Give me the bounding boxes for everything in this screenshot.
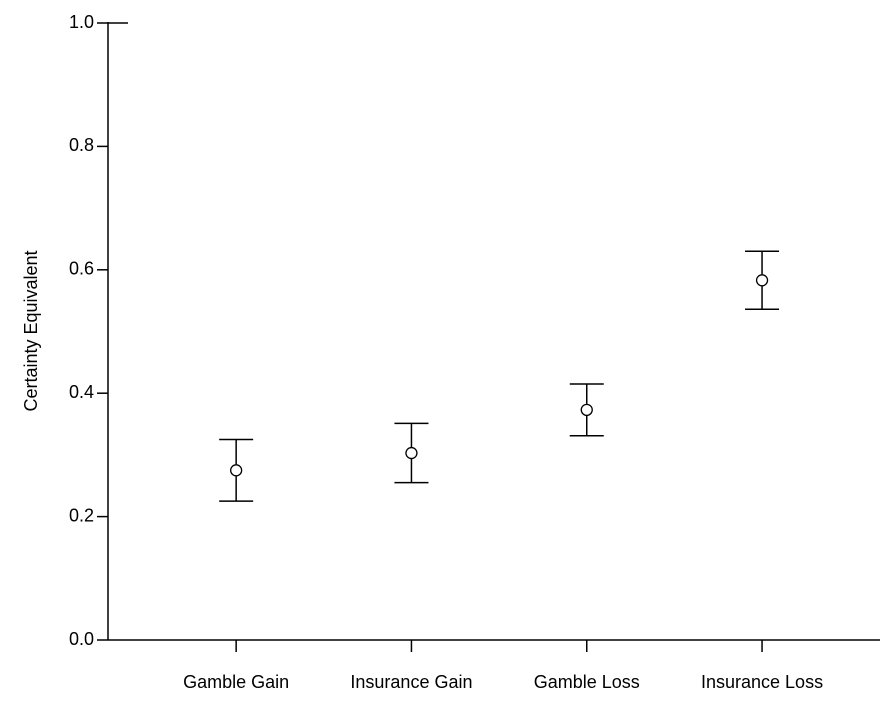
y-tick-label: 0.4 [69,382,94,402]
y-tick-label: 0.0 [69,629,94,649]
mean-marker [755,274,769,287]
x-tick-label: Gamble Loss [534,672,640,692]
mean-marker [580,403,593,417]
y-tick-label: 0.8 [69,135,94,155]
error-bar [219,438,254,502]
error-bar [394,422,429,484]
x-tick-label: Insurance Gain [350,672,472,692]
y-tick-label: 0.6 [69,259,94,279]
error-bar [745,250,780,311]
mean-marker [405,446,418,460]
error-bar [569,383,604,437]
y-tick-label: 0.2 [69,505,94,525]
x-tick-label: Gamble Gain [183,672,289,692]
x-tick-label: Insurance Loss [701,672,823,692]
mean-marker [229,464,243,477]
y-tick-label: 1.0 [69,12,94,32]
y-axis-label: Certainty Equivalent [21,250,41,411]
